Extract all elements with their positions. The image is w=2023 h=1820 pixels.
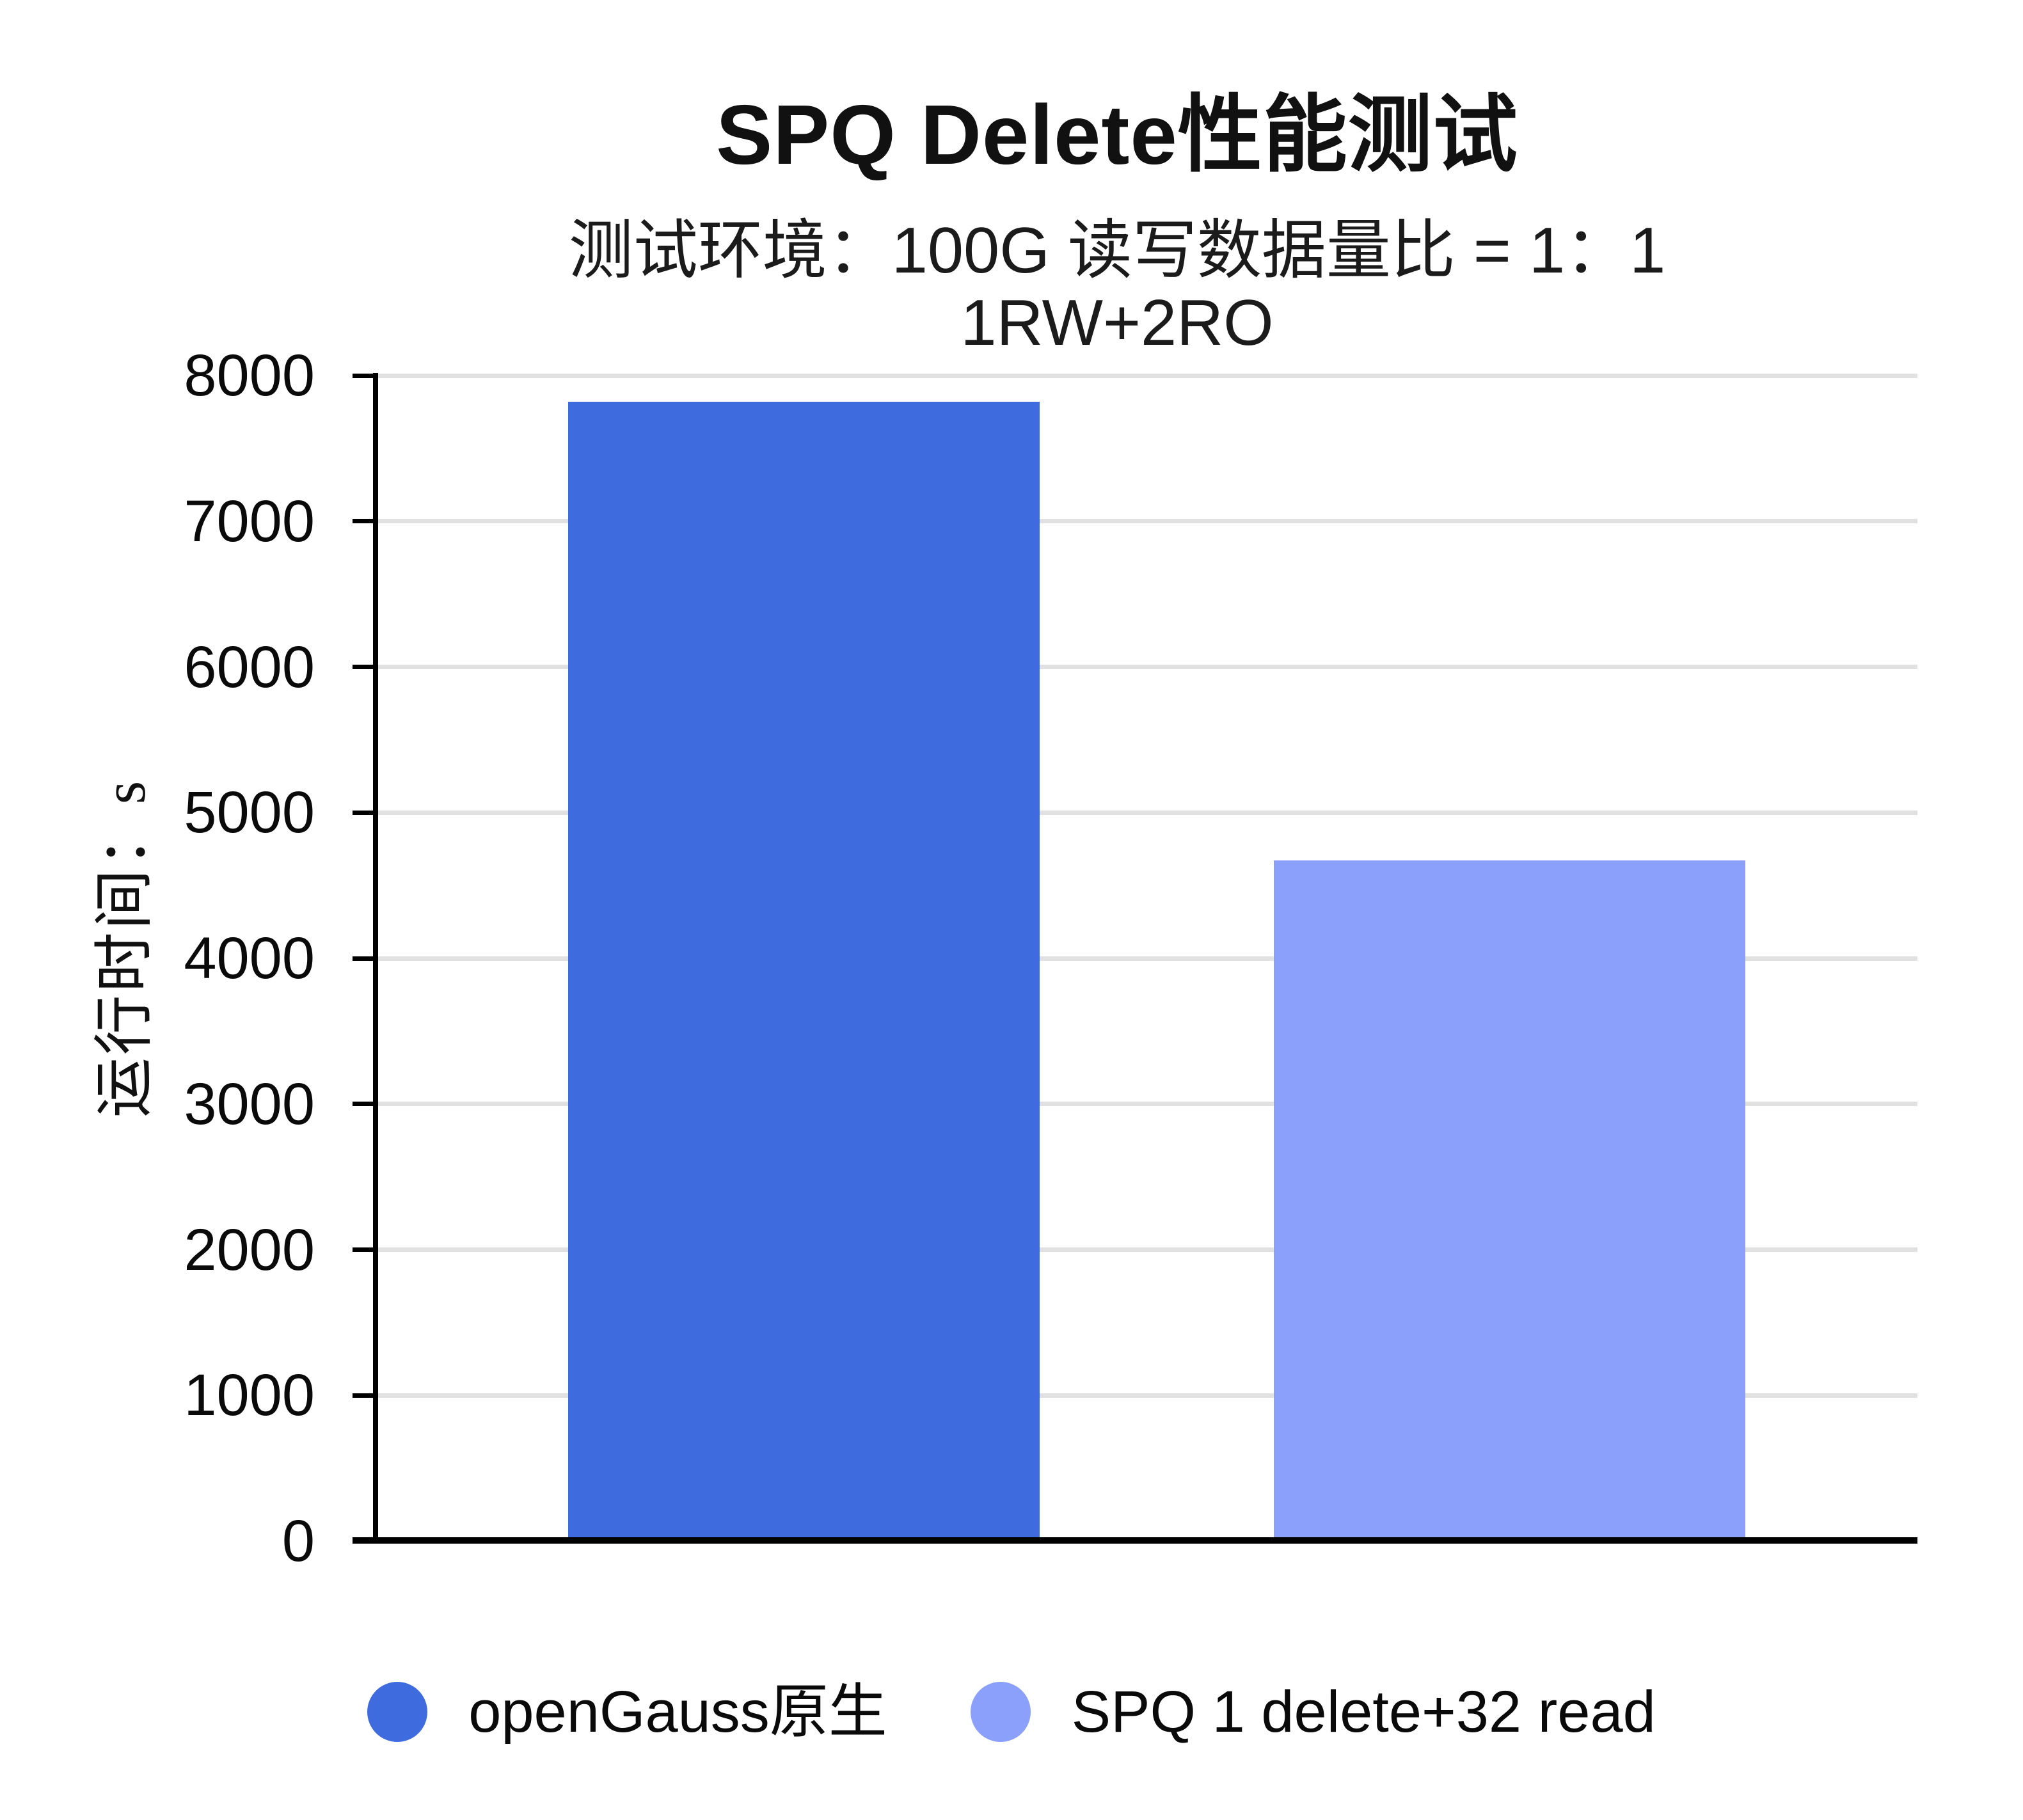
y-tick-4000 xyxy=(353,956,373,961)
y-tick-label-0: 0 xyxy=(282,1508,315,1574)
legend-item-1: SPQ 1 delete+32 read xyxy=(970,1679,1656,1745)
x-axis-baseline xyxy=(353,1537,1917,1544)
legend-swatch-icon xyxy=(970,1682,1031,1742)
y-tick-2000 xyxy=(353,1247,373,1252)
y-tick-8000 xyxy=(353,373,373,378)
gridline-5000 xyxy=(378,810,1917,815)
y-tick-1000 xyxy=(353,1393,373,1398)
gridline-2000 xyxy=(378,1247,1917,1252)
y-tick-label-1000: 1000 xyxy=(184,1363,315,1428)
gridline-3000 xyxy=(378,1102,1917,1107)
y-tick-label-7000: 7000 xyxy=(184,488,315,554)
chart-subtitle-line-2: 1RW+2RO xyxy=(960,287,1274,360)
gridline-6000 xyxy=(378,665,1917,669)
chart-subtitle: 测试环境：100G 读写数据量比 = 1：1 1RW+2RO xyxy=(211,215,2023,360)
y-tick-3000 xyxy=(353,1102,373,1107)
y-tick-0 xyxy=(353,1539,373,1544)
chart-title: SPQ Delete性能测试 xyxy=(716,88,1518,182)
legend: openGauss原生 SPQ 1 delete+32 read xyxy=(0,1680,2023,1744)
legend-label: SPQ 1 delete+32 read xyxy=(1071,1679,1656,1745)
plot-area xyxy=(378,373,1917,1541)
y-tick-label-6000: 6000 xyxy=(184,634,315,700)
y-tick-5000 xyxy=(353,810,373,815)
y-axis-line xyxy=(373,373,378,1541)
y-tick-label-4000: 4000 xyxy=(184,926,315,991)
y-tick-7000 xyxy=(353,519,373,524)
bar-series-0 xyxy=(568,402,1040,1541)
legend-swatch-icon xyxy=(367,1682,428,1742)
legend-item-0: openGauss原生 xyxy=(367,1680,887,1744)
y-tick-label-5000: 5000 xyxy=(184,780,315,846)
y-tick-label-8000: 8000 xyxy=(184,343,315,408)
gridline-4000 xyxy=(378,956,1917,961)
y-tick-label-2000: 2000 xyxy=(184,1217,315,1283)
y-tick-6000 xyxy=(353,665,373,669)
bar-series-1 xyxy=(1274,860,1745,1541)
legend-label: openGauss原生 xyxy=(468,1679,887,1745)
chart-subtitle-line-1: 测试环境：100G 读写数据量比 = 1：1 xyxy=(568,215,1666,287)
y-tick-label-3000: 3000 xyxy=(184,1071,315,1137)
gridline-1000 xyxy=(378,1393,1917,1398)
gridline-8000 xyxy=(378,373,1917,378)
gridline-7000 xyxy=(378,519,1917,524)
